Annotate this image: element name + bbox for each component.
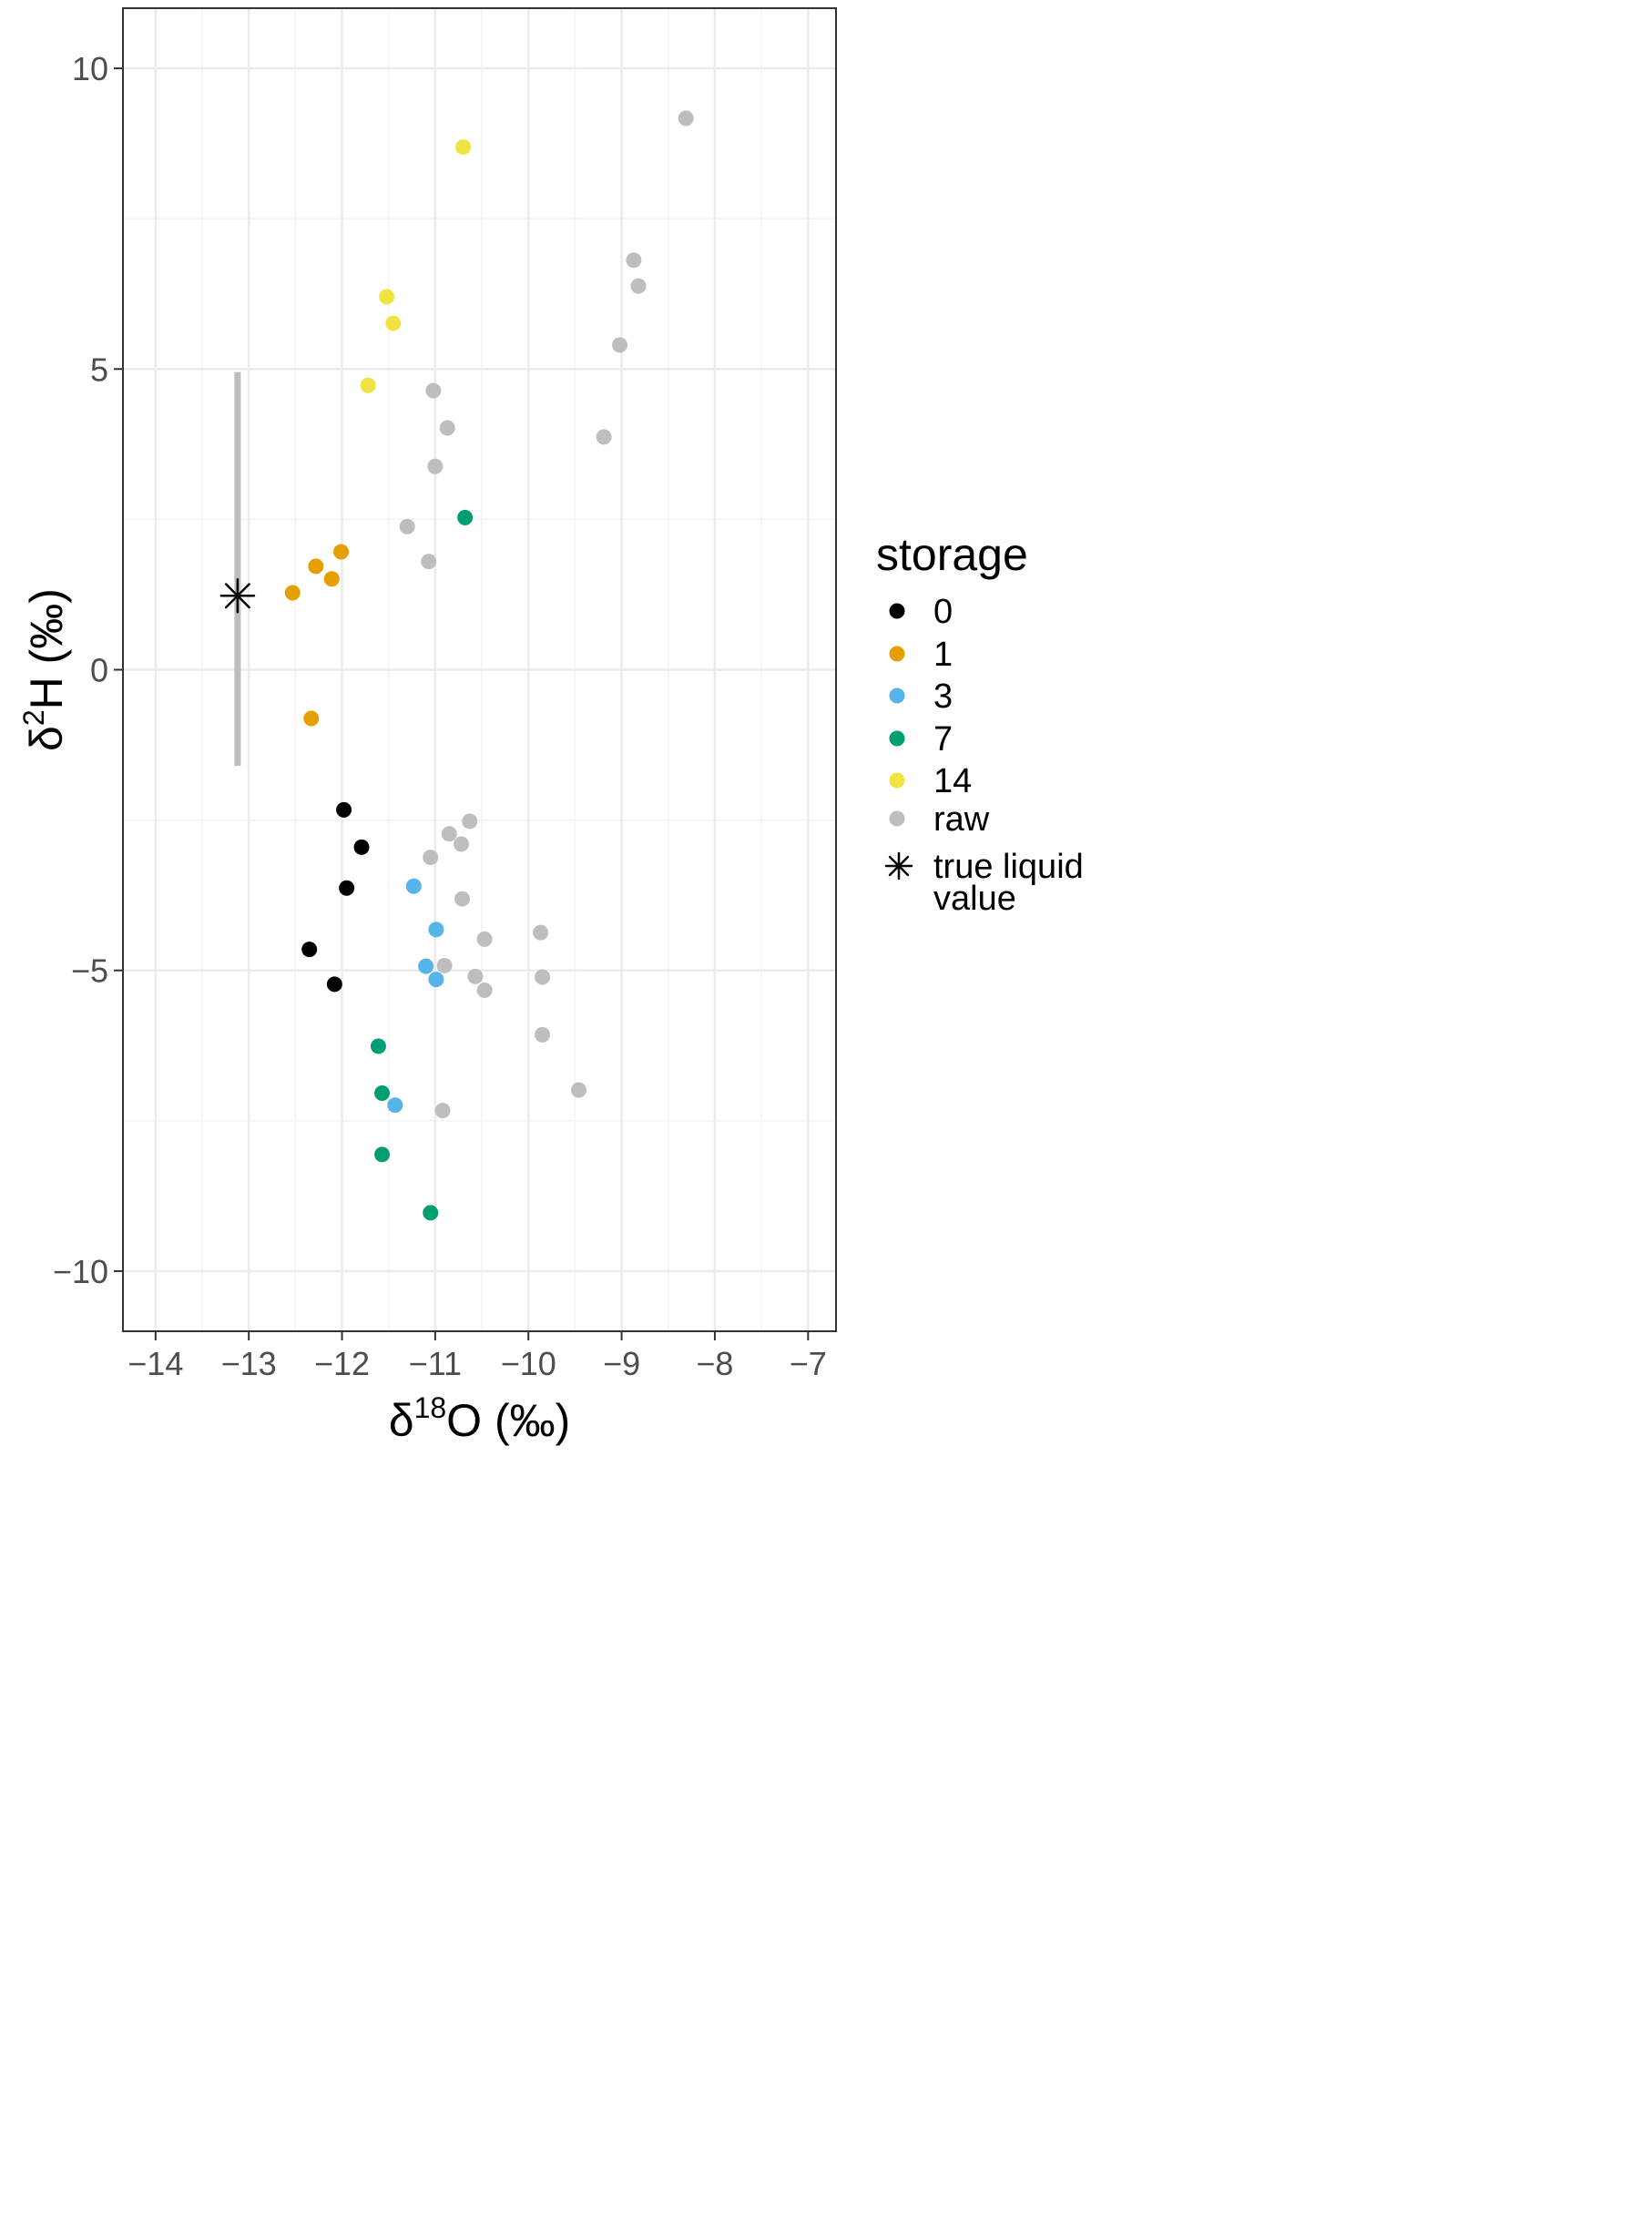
data-point-1	[308, 558, 324, 575]
data-point-1	[303, 710, 320, 727]
legend-key-raw	[889, 810, 905, 827]
data-point-0	[336, 801, 352, 818]
x-axis-title-main: O (‰)	[446, 1395, 570, 1446]
legend-asterisk	[884, 851, 913, 881]
data-point-raw	[678, 110, 694, 127]
data-point-14	[455, 139, 472, 156]
legend-label-true-value-line1: true liquid	[933, 848, 1084, 886]
x-tick-label: −8	[696, 1345, 733, 1382]
data-point-raw	[427, 458, 444, 474]
x-axis: −14 −13 −12 −11 −10 −9 −8 −7	[127, 1331, 827, 1382]
data-point-raw	[630, 278, 647, 294]
asterisk-icon	[884, 851, 913, 881]
data-point-14	[360, 377, 376, 393]
x-tick-label: −7	[790, 1345, 827, 1382]
data-point-raw	[399, 518, 415, 535]
data-point-0	[326, 976, 342, 993]
legend-key-0	[889, 603, 905, 619]
data-point-1	[333, 544, 350, 560]
x-tick-label: −13	[221, 1345, 277, 1382]
y-axis: −10 −5 0 5 10	[53, 50, 123, 1290]
data-point-raw	[612, 337, 628, 353]
x-tick-label: −9	[603, 1345, 640, 1382]
data-point-raw	[454, 891, 471, 907]
legend-key-14	[889, 772, 905, 789]
data-point-0	[339, 880, 355, 896]
data-point-raw	[441, 826, 457, 842]
legend-key-1	[889, 646, 905, 662]
data-point-raw	[454, 836, 470, 852]
y-tick-label: 10	[72, 50, 108, 87]
legend-key-3	[889, 687, 905, 704]
x-tick-label: −14	[127, 1345, 183, 1382]
legend-label-1: 1	[933, 636, 953, 674]
data-point-raw	[571, 1082, 587, 1098]
data-point-14	[385, 315, 402, 331]
data-point-0	[353, 839, 370, 855]
data-point-raw	[423, 850, 439, 866]
true-value-marker-layer	[219, 578, 256, 614]
data-point-raw	[425, 382, 442, 399]
legend-label-raw: raw	[933, 800, 990, 839]
data-point-raw	[596, 429, 612, 445]
true-value-marker	[219, 578, 256, 614]
data-point-raw	[476, 983, 493, 999]
x-axis-title: δ18O (‰)	[389, 1391, 571, 1446]
legend-label-7: 7	[933, 720, 953, 759]
legend-label-3: 3	[933, 677, 953, 716]
data-point-raw	[462, 813, 478, 830]
data-point-7	[374, 1146, 391, 1163]
data-point-14	[379, 289, 395, 305]
data-point-raw	[467, 968, 484, 984]
data-point-7	[457, 509, 474, 525]
y-axis-title-main: H (‰)	[21, 588, 72, 709]
legend-title: storage	[876, 529, 1028, 580]
x-axis-title-prefix: δ	[389, 1395, 414, 1446]
major-gridlines	[123, 8, 836, 1331]
y-tick-label: −10	[53, 1253, 108, 1290]
asterisk-stroke	[224, 583, 250, 609]
data-point-1	[323, 571, 340, 587]
x-tick-label: −10	[501, 1345, 556, 1382]
legend-key-7	[889, 730, 905, 747]
data-point-7	[374, 1084, 391, 1101]
data-point-3	[405, 878, 422, 894]
data-point-raw	[533, 924, 549, 941]
data-point-7	[423, 1205, 439, 1221]
data-point-1	[284, 585, 301, 601]
x-tick-label: −11	[409, 1345, 462, 1382]
y-tick-label: −5	[71, 952, 108, 990]
x-axis-title-superscript: 18	[414, 1391, 447, 1424]
data-point-3	[418, 958, 434, 974]
data-point-raw	[421, 554, 437, 570]
legend-label-14: 14	[933, 762, 972, 800]
y-axis-title-superscript: 2	[17, 709, 50, 726]
data-point-3	[428, 922, 444, 938]
data-point-7	[370, 1038, 386, 1054]
data-point-raw	[439, 420, 455, 436]
x-tick-label: −12	[314, 1345, 370, 1382]
legend-label-true-value-line2: value	[933, 880, 1016, 918]
legend-entry-true-value: true liquid value	[884, 848, 1084, 918]
data-points	[284, 110, 694, 1221]
legend-label-0: 0	[933, 593, 953, 631]
data-point-3	[387, 1097, 403, 1114]
data-point-raw	[535, 1026, 551, 1043]
data-point-raw	[535, 969, 551, 985]
data-point-raw	[436, 957, 453, 973]
y-axis-title-prefix: δ	[21, 726, 72, 751]
y-axis-title: δ2H (‰)	[17, 588, 72, 751]
asterisk-stroke	[888, 855, 910, 877]
data-point-raw	[434, 1103, 451, 1119]
data-point-0	[301, 942, 318, 958]
data-point-raw	[626, 252, 642, 269]
y-tick-label: 5	[90, 351, 108, 388]
data-point-3	[428, 972, 444, 988]
data-point-raw	[476, 931, 493, 947]
y-tick-label: 0	[90, 652, 108, 689]
